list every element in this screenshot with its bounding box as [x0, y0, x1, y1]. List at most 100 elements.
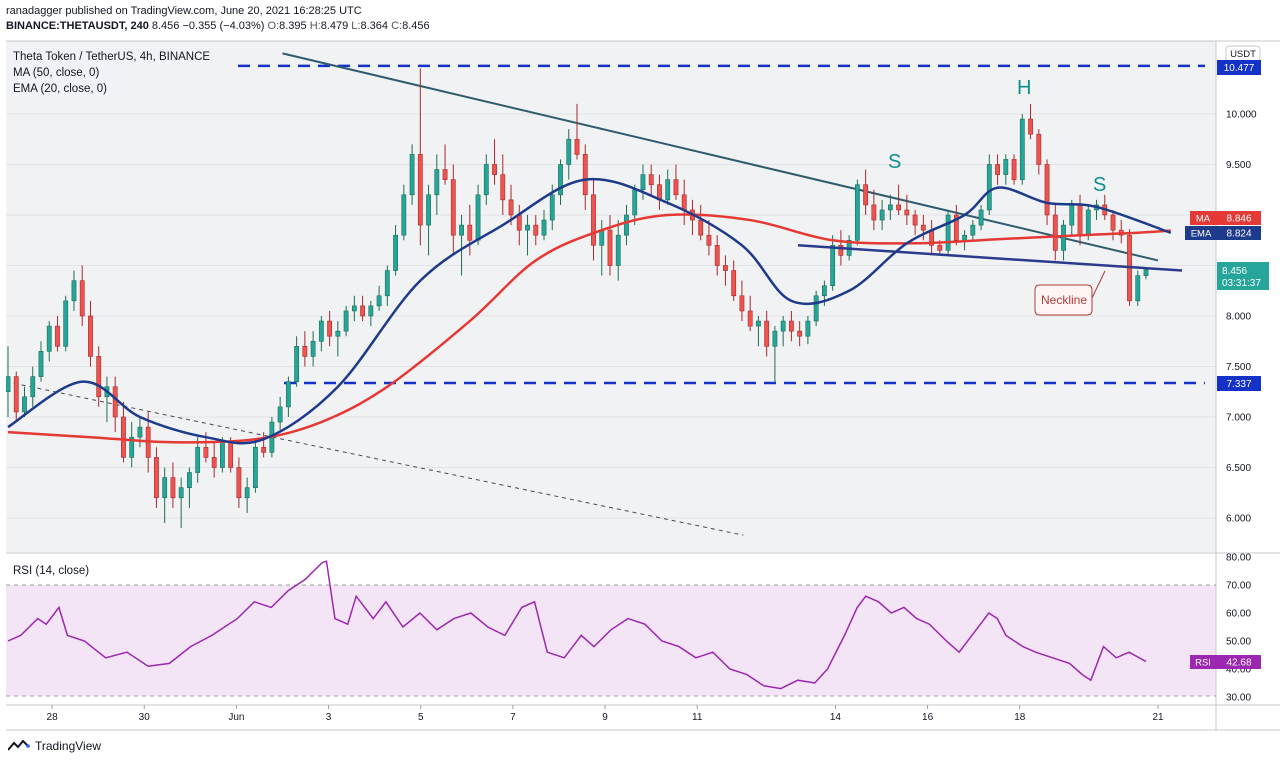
- footer-brand[interactable]: TradingView: [8, 739, 101, 753]
- candle-body: [475, 194, 481, 241]
- rsi-badge-label: RSI: [1195, 658, 1211, 669]
- candle-body: [327, 320, 333, 337]
- candle-body: [88, 315, 93, 357]
- symbol-quote: BINANCE:THETAUSDT, 240 8.456 −0.355 (−4.…: [6, 20, 430, 32]
- time-axis-labels: 28 30 Jun 3 5 7 9 11 14 16 18 21: [47, 705, 1164, 723]
- candle: [879, 199, 885, 231]
- candle-body: [417, 154, 423, 226]
- candle-body: [896, 204, 902, 211]
- candle: [483, 154, 489, 205]
- open-label: O:: [267, 20, 280, 32]
- candle: [170, 462, 176, 508]
- candle: [38, 341, 44, 382]
- candle: [401, 184, 407, 241]
- candle-body: [302, 345, 308, 357]
- candle-body: [121, 416, 126, 458]
- candle-body: [22, 396, 27, 413]
- candle-body: [978, 209, 984, 226]
- footer-brand-text: TradingView: [35, 739, 102, 753]
- candle-body: [318, 320, 324, 342]
- candle: [450, 164, 456, 256]
- ema20-line: [7, 177, 1172, 445]
- ema-badge: EMA 8.824: [1185, 226, 1261, 240]
- candle: [624, 204, 629, 246]
- neckline-trendline: [797, 244, 1183, 272]
- candle-body: [467, 224, 473, 241]
- candle-body: [549, 194, 555, 221]
- candle: [591, 179, 596, 261]
- low-label: L:: [351, 20, 361, 32]
- candle: [607, 215, 613, 276]
- legend-background: [10, 46, 224, 96]
- candle-body: [739, 295, 745, 312]
- main-pane-background: [6, 41, 1216, 552]
- candle: [434, 154, 440, 215]
- price-tick-label: 7.500: [1226, 362, 1251, 373]
- candle: [615, 220, 621, 281]
- rsi-badge: RSI 42.68: [1190, 655, 1261, 669]
- candle-body: [1028, 118, 1033, 135]
- candle-body: [335, 330, 341, 337]
- candle: [970, 220, 976, 241]
- currency-label: USDT: [1230, 49, 1256, 60]
- candle: [1143, 267, 1149, 280]
- time-tick-label: 21: [1152, 712, 1164, 723]
- legend-ma: MA (50, close, 0): [13, 67, 99, 79]
- candle-body: [310, 340, 316, 357]
- candle-body: [162, 477, 168, 499]
- candle-body: [945, 214, 951, 251]
- price-tick-label: 9.500: [1226, 160, 1251, 171]
- resistance-badge: 10.477: [1217, 60, 1261, 75]
- candle: [252, 442, 258, 493]
- candle-body: [409, 154, 415, 196]
- candle-body: [261, 446, 267, 453]
- candle: [492, 139, 497, 185]
- candle: [195, 437, 201, 483]
- candle: [978, 204, 984, 231]
- candle: [154, 447, 159, 508]
- support-badge: 7.337: [1217, 376, 1261, 391]
- candle: [789, 310, 794, 342]
- candle: [1052, 204, 1058, 261]
- candle: [772, 326, 778, 383]
- candle: [986, 154, 992, 215]
- high-value: 8.479: [320, 20, 349, 32]
- candle: [582, 144, 588, 210]
- time-tick-label: 16: [922, 712, 934, 723]
- candle-body: [887, 204, 893, 211]
- candle: [706, 220, 712, 256]
- candle: [574, 103, 580, 160]
- candle: [426, 184, 431, 256]
- candle-body: [1036, 133, 1042, 165]
- candle-body: [632, 189, 638, 216]
- candle: [343, 305, 349, 337]
- candle-body: [558, 164, 563, 196]
- candle-body: [376, 295, 382, 307]
- candle-body: [541, 219, 547, 236]
- rsi-line: [7, 560, 1147, 690]
- candle-body: [648, 174, 654, 186]
- candle: [442, 144, 448, 185]
- candle: [747, 295, 753, 332]
- candle: [854, 179, 860, 246]
- candle-body: [1052, 214, 1058, 251]
- candle-body: [236, 467, 242, 499]
- candle-body: [525, 224, 530, 231]
- price-axis-labels: 10.0009.5009.0008.5008.0007.5007.0006.50…: [1226, 110, 1257, 525]
- candle-body: [714, 245, 720, 266]
- candle-body: [1011, 159, 1017, 180]
- rsi-tick-label: 70.00: [1226, 581, 1251, 592]
- open-value: 8.395: [279, 20, 307, 32]
- time-tick-label: 7: [510, 712, 516, 723]
- candle-body: [615, 234, 621, 266]
- candle: [137, 417, 143, 448]
- candle-body: [607, 229, 613, 266]
- candle: [360, 295, 365, 322]
- candle: [178, 477, 184, 529]
- candle-body: [582, 154, 588, 196]
- candle-body: [450, 179, 456, 236]
- published-info: ranadagger published on TradingView.com,…: [6, 5, 362, 17]
- candle: [541, 209, 547, 241]
- candle-body: [1135, 275, 1141, 302]
